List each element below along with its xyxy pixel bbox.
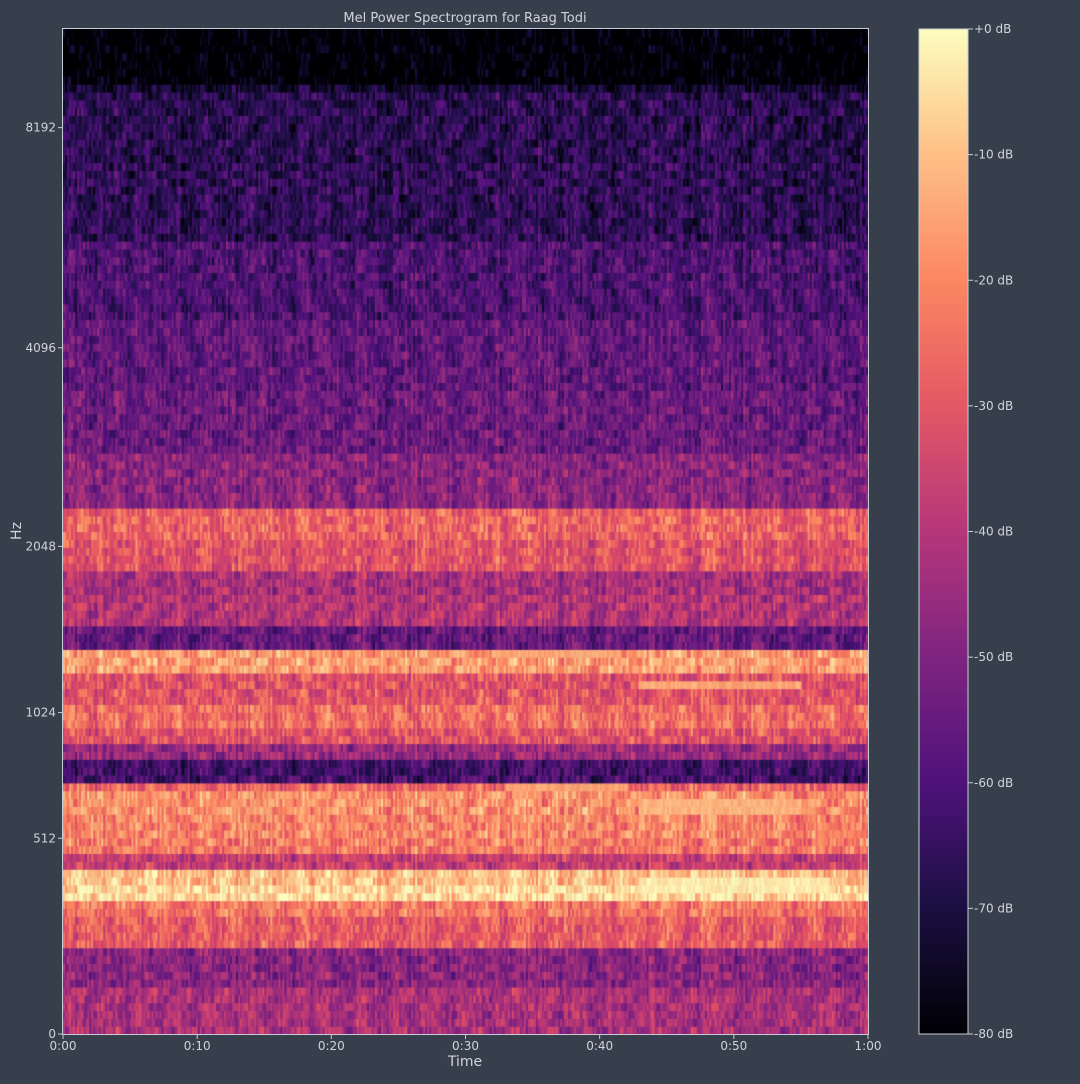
- colorbar-tick-label: -20 dB: [974, 273, 1013, 287]
- spectrogram-heatmap: [63, 29, 868, 1034]
- x-tick-label: 0:20: [318, 1039, 345, 1053]
- colorbar-gradient: [918, 28, 969, 1035]
- colorbar-tick-label: -80 dB: [974, 1027, 1013, 1041]
- x-axis: 0:00 0:10 0:20 0:30 0:40 0:50 1:00: [50, 1034, 882, 1053]
- y-tick-label: 0: [48, 1027, 56, 1041]
- x-tick-label: 0:40: [586, 1039, 613, 1053]
- y-tick-label: 512: [33, 831, 56, 845]
- colorbar-tick-label: -50 dB: [974, 650, 1013, 664]
- y-tick-label: 2048: [25, 539, 56, 553]
- x-tick-label: 0:30: [452, 1039, 479, 1053]
- plot-area: [62, 28, 869, 1035]
- x-tick-label: 1:00: [855, 1039, 882, 1053]
- colorbar-tick-label: -30 dB: [974, 399, 1013, 413]
- colorbar-tick-label: -40 dB: [974, 525, 1013, 539]
- colorbar-tick-label: -10 dB: [974, 148, 1013, 162]
- x-axis-label: Time: [447, 1054, 482, 1070]
- x-tick-label: 0:10: [184, 1039, 211, 1053]
- y-tick-label: 1024: [25, 706, 56, 720]
- chart-title: Mel Power Spectrogram for Raag Todi: [343, 11, 586, 26]
- y-tick-label: 8192: [25, 121, 56, 135]
- x-tick-label: 0:00: [50, 1039, 77, 1053]
- y-axis: 0 512 1024 2048 4096 8192: [25, 121, 63, 1041]
- colorbar-tick-label: -70 dB: [974, 901, 1013, 915]
- colorbar-tick-label: -60 dB: [974, 776, 1013, 790]
- colorbar-ticks: +0 dB -10 dB -20 dB -30 dB -40 dB -50 dB -60 d…: [968, 22, 1013, 1041]
- x-tick-label: 0:50: [720, 1039, 747, 1053]
- y-axis-label: Hz: [9, 522, 25, 540]
- colorbar: +0 dB -10 dB -20 dB -30 dB -40 dB -50 dB -60 d…: [918, 22, 1013, 1041]
- y-tick-label: 4096: [25, 341, 56, 355]
- colorbar-tick-label: +0 dB: [974, 22, 1011, 36]
